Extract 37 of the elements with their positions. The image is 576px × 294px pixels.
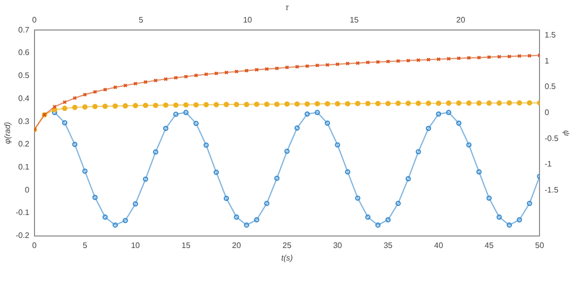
y-tick-label: -0.2 — [16, 231, 30, 240]
x-tick-label: 45 — [484, 240, 494, 250]
y2-tick-label: 0 — [544, 108, 550, 118]
x2-tick-label: 15 — [350, 16, 360, 25]
y-tick-label: -0.1 — [16, 208, 30, 218]
y-tick-label: 0 — [24, 185, 30, 194]
y-tick-label: 0.6 — [18, 48, 30, 58]
x2-tick-label: 20 — [456, 16, 466, 25]
x2-axis-title: τ — [286, 3, 290, 12]
y-tick-label: 0.5 — [18, 71, 30, 80]
x-tick-label: 0 — [32, 240, 38, 250]
y2-tick-label: -1.5 — [544, 186, 559, 195]
y2-tick-label: 1.5 — [544, 30, 556, 40]
x-tick-label: 50 — [535, 240, 545, 250]
x-tick-label: 40 — [434, 240, 444, 250]
y-tick-label: 0.4 — [18, 94, 30, 103]
x2-tick-label: 10 — [243, 16, 253, 25]
y-tick-label: 0.2 — [18, 140, 30, 149]
x2-tick-label: 5 — [138, 16, 144, 25]
y2-tick-label: -0.5 — [544, 134, 559, 143]
x-tick-label: 15 — [182, 240, 191, 250]
y2-tick-label: -1 — [544, 160, 552, 169]
x-tick-label: 10 — [130, 240, 140, 250]
y-tick-label: 0.3 — [18, 116, 30, 126]
x-tick-label: 35 — [384, 240, 394, 250]
x-tick-label: 30 — [333, 240, 343, 250]
x-tick-label: 25 — [282, 240, 292, 250]
y2-axis-title: ψ — [562, 130, 571, 136]
x-axis-title: t(s) — [281, 253, 294, 262]
y2-tick-label: 0.5 — [544, 82, 556, 92]
y-tick-label: 0.7 — [18, 25, 30, 34]
y-axis-title: φ(rad) — [3, 122, 12, 144]
x2-tick-label: 0 — [32, 16, 38, 25]
y-tick-label: 0.1 — [18, 162, 30, 172]
y2-tick-label: 1 — [544, 56, 550, 66]
x-tick-label: 20 — [232, 240, 242, 250]
x-tick-label: 5 — [82, 240, 88, 250]
